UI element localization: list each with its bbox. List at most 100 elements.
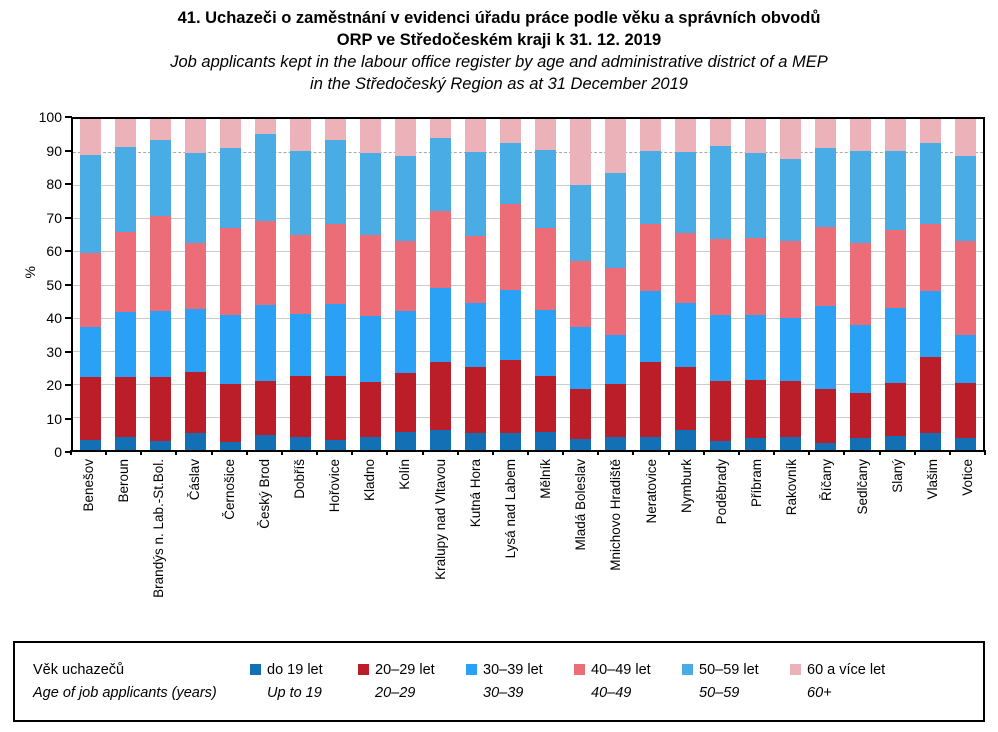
x-label-cell: Mladá Boleslav — [563, 459, 598, 640]
stacked-bar — [920, 119, 941, 450]
bar-segment — [780, 159, 801, 241]
bar-segment — [815, 443, 836, 450]
bar-cell-12 — [458, 119, 493, 450]
x-label-cell: Kutná Hora — [458, 459, 493, 640]
bar-cell-3 — [143, 119, 178, 450]
bar-segment — [640, 150, 661, 224]
x-label-cell: Příbram — [739, 459, 774, 640]
plot-area — [71, 117, 985, 452]
x-tick-mark — [386, 450, 389, 455]
bar-segment — [885, 308, 906, 383]
bar-segment — [465, 235, 486, 303]
bar-segment — [185, 153, 206, 244]
bar-segment — [850, 438, 871, 450]
stacked-bar — [465, 119, 486, 450]
x-axis-label: Mladá Boleslav — [573, 459, 589, 551]
bar-segment — [675, 430, 696, 450]
bar-segment — [640, 436, 661, 450]
bar-segment — [80, 155, 101, 254]
stacked-bar — [745, 119, 766, 450]
stacked-bar — [955, 119, 976, 450]
bar-segment — [850, 150, 871, 244]
chart-title-cs-line2: ORP ve Středočeském kraji k 31. 12. 2019 — [336, 31, 662, 49]
x-tick-mark — [702, 450, 705, 455]
bar-segment — [605, 383, 626, 438]
bar-segment — [115, 377, 136, 437]
bar-segment — [640, 223, 661, 292]
y-tick-label: 0 — [54, 444, 62, 460]
legend-label-en: 50–59 — [699, 685, 740, 701]
bar-segment — [780, 380, 801, 437]
bar-cell-10 — [388, 119, 423, 450]
bar-segment — [850, 243, 871, 326]
x-tick-mark — [878, 450, 881, 455]
bar-cell-22 — [808, 119, 843, 450]
x-label-cell: Kolín — [387, 459, 422, 640]
bar-segment — [185, 243, 206, 309]
stacked-bar — [395, 119, 416, 450]
x-axis-label: Brandýs n. Lab.-St.Bol. — [151, 459, 167, 598]
bar-segment — [500, 119, 521, 143]
x-axis-label: Poděbrady — [713, 459, 729, 525]
x-tick-mark — [421, 450, 424, 455]
chart-title-en-line2: in the Středočeský Region as at 31 Decem… — [310, 75, 688, 93]
legend-label-en: 20–29 — [375, 685, 416, 701]
stacked-bar — [220, 119, 241, 450]
x-axis-label: Slaný — [889, 459, 905, 493]
bar-segment — [745, 237, 766, 315]
bar-segment — [745, 438, 766, 450]
x-axis-label: Nymburk — [678, 459, 694, 514]
bar-segment — [850, 325, 871, 393]
x-axis-label: Benešov — [81, 459, 97, 512]
bar-segment — [885, 435, 906, 450]
x-label-cell: Slaný — [880, 459, 915, 640]
legend-swatch-icon — [790, 664, 801, 675]
bar-segment — [815, 226, 836, 307]
bar-segment — [395, 156, 416, 241]
y-tick-label: 50 — [46, 276, 62, 293]
bar-segment — [605, 172, 626, 269]
bar-segment — [535, 376, 556, 432]
bar-cell-7 — [283, 119, 318, 450]
bar-segment — [955, 438, 976, 450]
x-label-cell: Lysá nad Labem — [493, 459, 528, 640]
x-label-cell: Český Brod — [247, 459, 282, 640]
bar-segment — [255, 435, 276, 450]
gridline-80 — [73, 185, 983, 187]
bar-segment — [570, 439, 591, 450]
bar-segment — [955, 240, 976, 335]
bar-segment — [255, 134, 276, 221]
bar-segment — [570, 388, 591, 440]
bar-segment — [325, 140, 346, 225]
bar-segment — [920, 291, 941, 357]
gridline-70 — [73, 218, 983, 220]
bar-segment — [255, 220, 276, 305]
bar-segment — [80, 253, 101, 327]
x-axis-label: Kutná Hora — [467, 459, 483, 528]
bar-segment — [745, 119, 766, 153]
x-tick-mark — [245, 450, 248, 455]
y-tick-mark — [65, 250, 72, 252]
x-tick-mark — [105, 450, 108, 455]
bar-segment — [500, 359, 521, 434]
bar-segment — [570, 119, 591, 185]
x-tick-mark — [632, 450, 635, 455]
y-tick-label: 70 — [46, 209, 62, 226]
bar-segment — [360, 437, 381, 450]
x-label-cell: Dobříš — [282, 459, 317, 640]
bar-segment — [115, 311, 136, 378]
bar-segment — [290, 151, 311, 235]
stacked-bar — [115, 119, 136, 450]
bar-cell-20 — [738, 119, 773, 450]
x-tick-mark — [456, 450, 459, 455]
bar-segment — [570, 326, 591, 389]
bar-cell-24 — [878, 119, 913, 450]
x-tick-mark — [140, 450, 143, 455]
legend-item: do 19 let Up to 19 — [250, 662, 358, 701]
legend-label-en: 30–39 — [483, 685, 524, 701]
legend-item: 40–49 let 40–49 — [574, 662, 682, 701]
legend-box: Věk uchazečů Age of job applicants (year… — [13, 641, 985, 722]
bar-segment — [290, 375, 311, 437]
bar-cell-8 — [318, 119, 353, 450]
bar-segment — [360, 119, 381, 153]
